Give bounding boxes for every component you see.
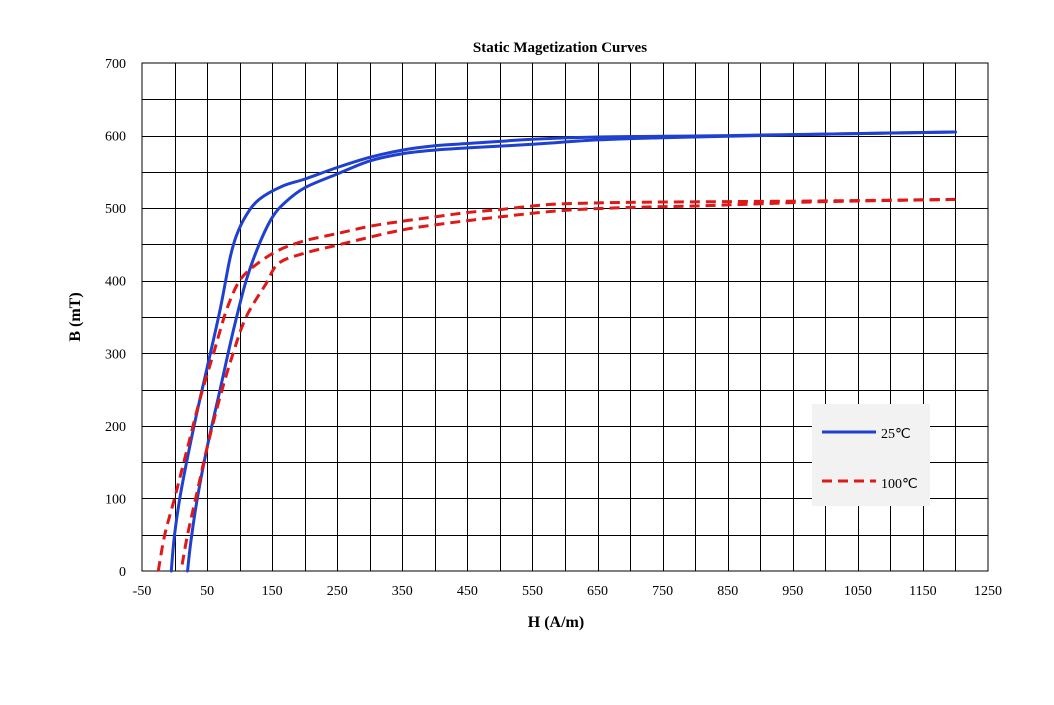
series-layer <box>156 130 957 573</box>
y-tick-label: 400 <box>105 275 126 290</box>
plot-area-frame <box>141 62 989 572</box>
x-tick-label: 1050 <box>844 584 872 599</box>
x-tick-label: 50 <box>200 584 214 599</box>
y-axis-tick-labels: 0 100 200 300 400 500 600 700 <box>105 57 126 580</box>
x-tick-label: 450 <box>457 584 478 599</box>
legend-label-25c: 25℃ <box>881 427 911 442</box>
y-tick-label: 500 <box>105 202 126 217</box>
y-tick-label: 0 <box>119 565 126 580</box>
x-tick-label: 150 <box>262 584 283 599</box>
curve-lower-branch <box>179 197 956 572</box>
y-tick-label: 300 <box>105 347 126 362</box>
curve-upper-branch <box>169 130 957 573</box>
legend-label-100c: 100℃ <box>881 477 918 492</box>
x-tick-label: 850 <box>717 584 738 599</box>
x-axis-tick-labels: -50 50 150 250 350 450 550 650 750 850 950 1050 1150… <box>133 584 1002 599</box>
x-tick-label: 1150 <box>909 584 936 599</box>
x-tick-label: 750 <box>652 584 673 599</box>
series-100c <box>156 197 956 572</box>
x-tick-label: 350 <box>392 584 413 599</box>
x-tick-label: 550 <box>522 584 543 599</box>
curve-upper-branch <box>156 197 956 572</box>
y-tick-label: 200 <box>105 420 126 435</box>
x-tick-label: -50 <box>133 584 152 599</box>
y-tick-label: 600 <box>105 130 126 145</box>
legend: 25℃ 100℃ <box>812 404 930 506</box>
x-tick-label: 950 <box>782 584 803 599</box>
legend-box <box>812 404 930 506</box>
chart-title: Static Magetization Curves <box>473 40 647 56</box>
x-axis-label: H (A/m) <box>528 614 584 631</box>
x-tick-label: 650 <box>587 584 608 599</box>
y-axis-label: B (mT) <box>67 292 84 341</box>
x-tick-label: 250 <box>327 584 348 599</box>
x-tick-label: 1250 <box>974 584 1002 599</box>
y-tick-label: 100 <box>105 492 126 507</box>
y-tick-label: 700 <box>105 57 126 72</box>
